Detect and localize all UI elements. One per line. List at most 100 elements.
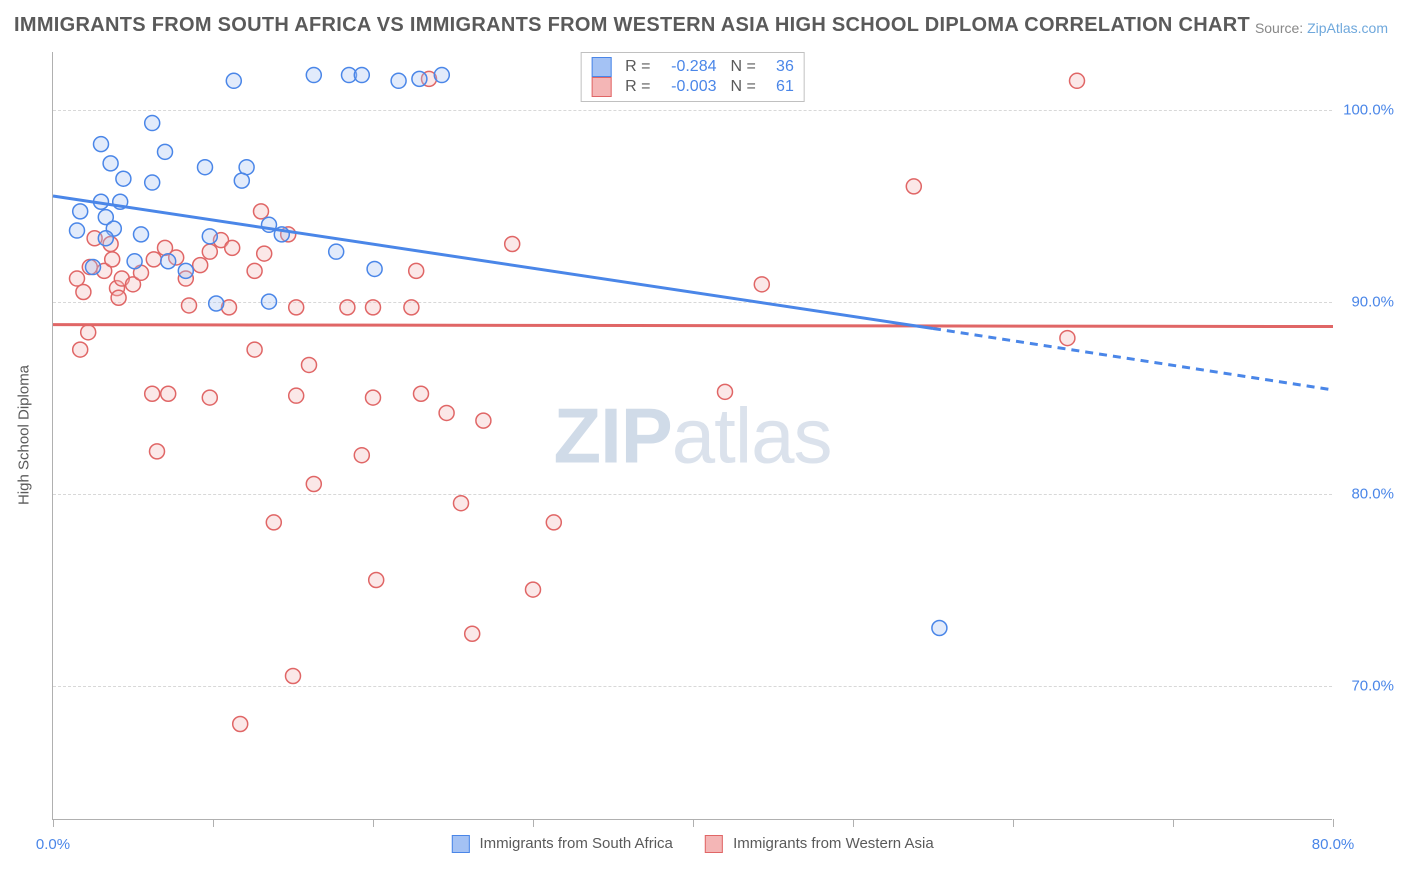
xtick-label: 80.0% — [1312, 836, 1355, 853]
xtick — [533, 819, 534, 827]
ytick-label: 90.0% — [1339, 293, 1394, 310]
xtick — [693, 819, 694, 827]
xtick — [1013, 819, 1014, 827]
scatter-point — [354, 448, 369, 463]
scatter-point — [247, 263, 262, 278]
scatter-point — [366, 390, 381, 405]
scatter-point — [257, 246, 272, 261]
scatter-point — [111, 290, 126, 305]
scatter-point — [161, 386, 176, 401]
scatter-point — [105, 252, 120, 267]
trend-line — [53, 325, 1333, 327]
scatter-point — [146, 252, 161, 267]
ytick-label: 80.0% — [1339, 485, 1394, 502]
scatter-point — [182, 298, 197, 313]
legend-item-b: Immigrants from Western Asia — [705, 835, 934, 853]
scatter-point — [198, 160, 213, 175]
scatter-point — [103, 156, 118, 171]
scatter-point — [367, 261, 382, 276]
source-link[interactable]: ZipAtlas.com — [1307, 20, 1388, 36]
legend-swatch-a-bottom — [451, 835, 469, 853]
scatter-point — [73, 204, 88, 219]
scatter-point — [145, 175, 160, 190]
scatter-point — [465, 626, 480, 641]
scatter-point — [209, 296, 224, 311]
scatter-plot-svg — [53, 52, 1332, 819]
legend-bottom: Immigrants from South Africa Immigrants … — [451, 835, 933, 853]
scatter-point — [145, 386, 160, 401]
chart-plot-area: ZIPatlas 70.0%80.0%90.0%100.0%0.0%80.0% … — [52, 52, 1332, 820]
ytick-label: 100.0% — [1339, 101, 1394, 118]
xtick — [373, 819, 374, 827]
scatter-point — [116, 171, 131, 186]
scatter-point — [161, 254, 176, 269]
r-value-b: -0.003 — [659, 78, 717, 96]
scatter-point — [127, 254, 142, 269]
scatter-point — [76, 285, 91, 300]
r-value-a: -0.284 — [659, 58, 717, 76]
scatter-point — [434, 68, 449, 83]
scatter-point — [718, 384, 733, 399]
scatter-point — [754, 277, 769, 292]
scatter-point — [226, 73, 241, 88]
scatter-point — [306, 477, 321, 492]
legend-label-b: Immigrants from Western Asia — [733, 835, 934, 852]
scatter-point — [546, 515, 561, 530]
xtick — [1333, 819, 1334, 827]
scatter-point — [225, 240, 240, 255]
scatter-point — [202, 390, 217, 405]
scatter-point — [247, 342, 262, 357]
xtick — [853, 819, 854, 827]
scatter-point — [306, 68, 321, 83]
trend-line — [933, 328, 1333, 389]
r-label: R = — [625, 58, 650, 76]
scatter-point — [289, 388, 304, 403]
scatter-point — [404, 300, 419, 315]
scatter-point — [286, 669, 301, 684]
scatter-point — [414, 386, 429, 401]
scatter-point — [454, 496, 469, 511]
scatter-point — [439, 405, 454, 420]
scatter-point — [505, 237, 520, 252]
legend-row-series-b: R = -0.003 N = 61 — [591, 77, 794, 97]
legend-swatch-b-bottom — [705, 835, 723, 853]
scatter-point — [1070, 73, 1085, 88]
source-label: Source: — [1255, 20, 1307, 36]
legend-label-a: Immigrants from South Africa — [479, 835, 672, 852]
scatter-point — [202, 229, 217, 244]
scatter-point — [86, 260, 101, 275]
ytick-label: 70.0% — [1339, 677, 1394, 694]
scatter-point — [476, 413, 491, 428]
scatter-point — [906, 179, 921, 194]
scatter-point — [150, 444, 165, 459]
scatter-point — [354, 68, 369, 83]
scatter-point — [73, 342, 88, 357]
scatter-point — [262, 294, 277, 309]
scatter-point — [391, 73, 406, 88]
xtick — [53, 819, 54, 827]
source-attribution: Source: ZipAtlas.com — [1255, 20, 1388, 36]
scatter-point — [193, 258, 208, 273]
scatter-point — [266, 515, 281, 530]
scatter-point — [526, 582, 541, 597]
y-axis-label: High School Diploma — [16, 365, 33, 505]
legend-item-a: Immigrants from South Africa — [451, 835, 673, 853]
n-label: N = — [731, 58, 756, 76]
legend-swatch-b — [591, 77, 611, 97]
scatter-point — [94, 137, 109, 152]
legend-row-series-a: R = -0.284 N = 36 — [591, 57, 794, 77]
scatter-point — [202, 244, 217, 259]
scatter-point — [340, 300, 355, 315]
scatter-point — [81, 325, 96, 340]
n-value-a: 36 — [764, 58, 794, 76]
scatter-point — [233, 717, 248, 732]
scatter-point — [329, 244, 344, 259]
scatter-point — [412, 71, 427, 86]
scatter-point — [134, 227, 149, 242]
scatter-point — [302, 357, 317, 372]
scatter-point — [70, 271, 85, 286]
scatter-point — [178, 263, 193, 278]
scatter-point — [409, 263, 424, 278]
scatter-point — [932, 621, 947, 636]
n-label: N = — [731, 78, 756, 96]
